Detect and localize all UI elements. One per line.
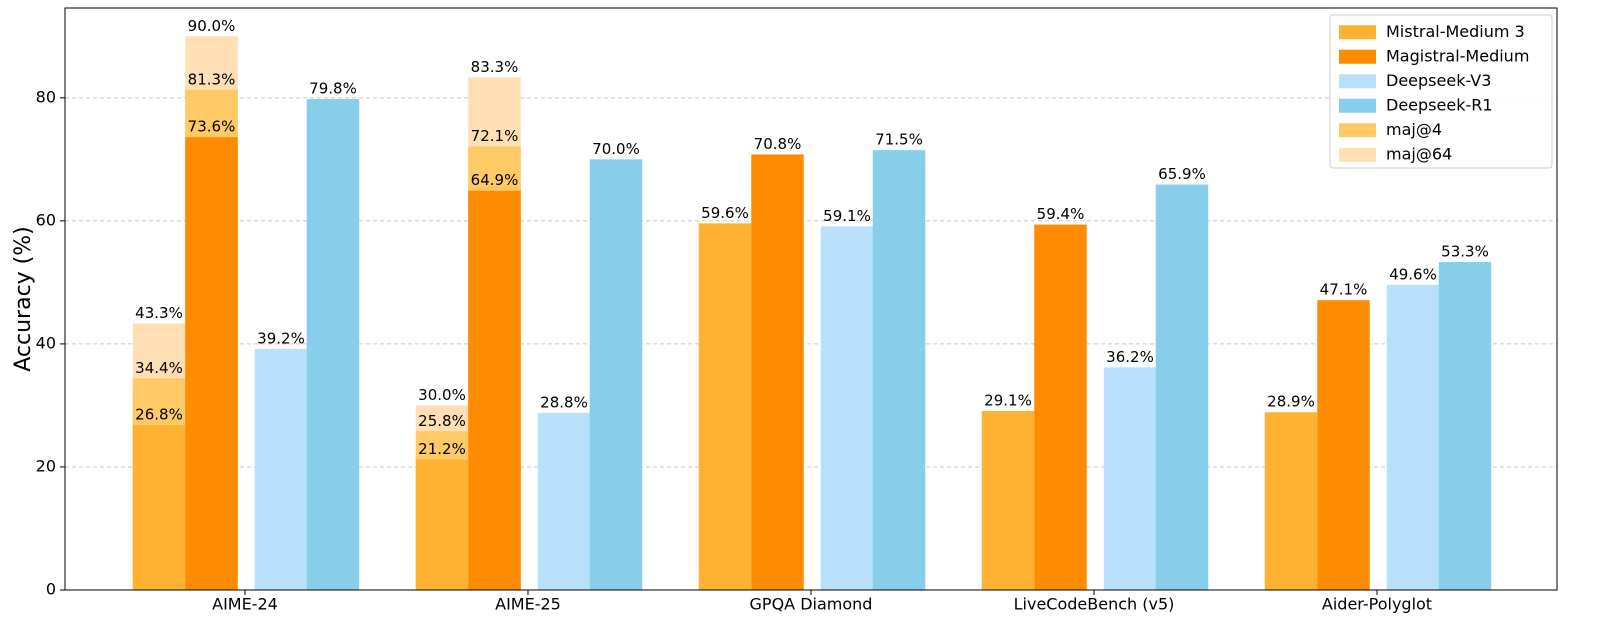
legend-swatch [1339, 25, 1376, 40]
value-label: 47.1% [1320, 281, 1368, 299]
legend-label: Deepseek-R1 [1386, 95, 1493, 114]
bar [698, 223, 752, 590]
value-label: 43.3% [135, 304, 183, 322]
value-label: 21.2% [418, 440, 466, 458]
value-label: 30.0% [418, 386, 466, 404]
y-tick-label: 0 [46, 580, 56, 599]
x-tick-label: AIME-25 [495, 595, 561, 614]
value-label: 70.8% [754, 135, 802, 153]
bar [537, 412, 591, 590]
value-label: 83.3% [471, 58, 519, 76]
bar [306, 99, 360, 590]
bar [254, 348, 308, 590]
legend-label: Mistral-Medium 3 [1386, 22, 1525, 41]
value-label: 59.4% [1037, 205, 1085, 223]
bar [1155, 184, 1209, 590]
value-label: 70.0% [592, 140, 640, 158]
value-label: 72.1% [471, 127, 519, 145]
bar [1103, 367, 1157, 590]
x-tick-label: AIME-24 [212, 595, 278, 614]
value-label: 65.9% [1158, 165, 1206, 183]
value-label: 71.5% [875, 131, 923, 149]
legend-swatch [1339, 49, 1376, 64]
bar [468, 190, 521, 590]
y-tick-label: 40 [36, 333, 56, 352]
x-tick-label: LiveCodeBench (v5) [1014, 595, 1175, 614]
bar [820, 226, 874, 590]
bar [981, 410, 1035, 590]
y-tick-label: 80 [36, 87, 56, 106]
value-label: 25.8% [418, 412, 466, 430]
legend-label: maj@4 [1386, 120, 1442, 139]
bar [589, 159, 643, 590]
value-label: 28.9% [1267, 393, 1315, 411]
legend-swatch [1339, 98, 1376, 113]
value-label: 26.8% [135, 406, 183, 424]
bar [185, 137, 238, 590]
bar [1034, 224, 1087, 590]
value-label: 49.6% [1389, 265, 1437, 283]
x-tick-label: Aider-Polyglot [1322, 595, 1432, 614]
value-label: 36.2% [1106, 348, 1154, 366]
value-label: 64.9% [471, 171, 519, 189]
legend-swatch [1339, 123, 1376, 138]
value-label: 79.8% [309, 80, 357, 98]
bar [1438, 262, 1492, 590]
legend-label: Magistral-Medium [1386, 46, 1529, 65]
bar [132, 425, 186, 590]
value-label: 28.8% [540, 393, 588, 411]
value-label: 59.1% [823, 207, 871, 225]
value-label: 39.2% [257, 329, 305, 347]
legend-box [1329, 14, 1553, 169]
value-label: 81.3% [188, 70, 236, 88]
y-tick-label: 20 [36, 456, 56, 475]
bar [415, 459, 469, 590]
legend-swatch [1339, 74, 1376, 89]
y-tick-label: 60 [36, 210, 56, 229]
y-axis-label: Accuracy (%) [11, 226, 36, 372]
value-label: 90.0% [188, 17, 236, 35]
bar [751, 154, 804, 590]
legend-swatch [1339, 147, 1376, 162]
value-label: 53.3% [1441, 243, 1489, 261]
x-tick-label: GPQA Diamond [750, 595, 873, 614]
value-label: 29.1% [984, 391, 1032, 409]
value-label: 34.4% [135, 359, 183, 377]
bar [872, 150, 926, 590]
plot-frame [64, 7, 1558, 591]
value-label: 59.6% [701, 204, 749, 222]
bar [1386, 284, 1440, 590]
legend-label: maj@64 [1386, 144, 1452, 163]
legend-label: Deepseek-V3 [1386, 71, 1491, 90]
value-label: 73.6% [188, 118, 236, 136]
bar [1264, 412, 1318, 590]
bar [1317, 300, 1370, 590]
